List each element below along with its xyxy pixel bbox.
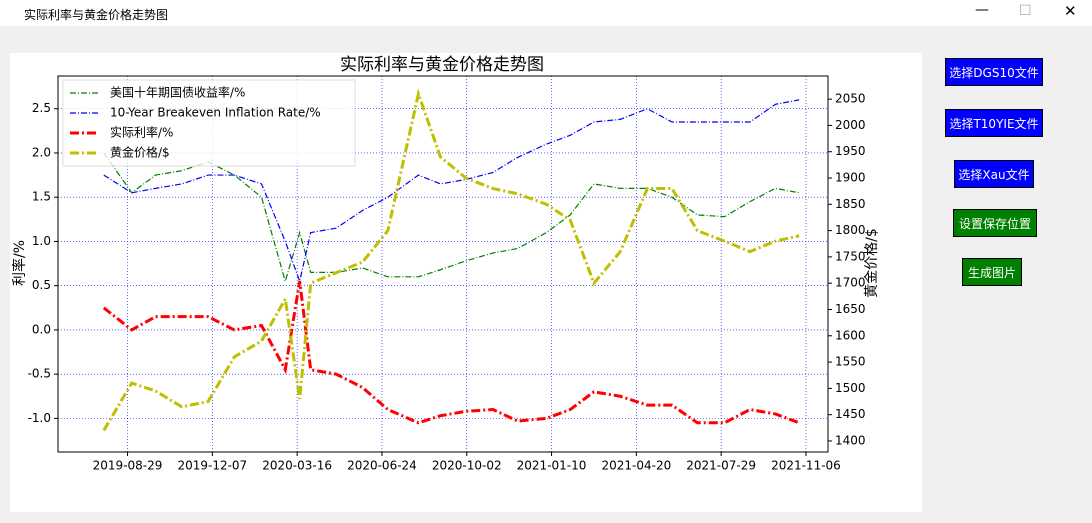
button[interactable]: 选择Xau文件 bbox=[954, 160, 1034, 188]
y2-tick-label: 1650 bbox=[835, 302, 866, 316]
y-axis-label: 利率/% bbox=[11, 240, 28, 286]
chart-title: 实际利率与黄金价格走势图 bbox=[340, 55, 544, 75]
button[interactable]: 选择T10YIE文件 bbox=[945, 109, 1043, 137]
y2-tick-label: 1900 bbox=[835, 171, 866, 185]
x-tick-label: 2019-08-29 bbox=[93, 459, 163, 473]
button[interactable]: 选择DGS10文件 bbox=[945, 58, 1043, 86]
legend-label: 黄金价格/$ bbox=[110, 145, 170, 160]
close[interactable]: ✕ bbox=[1064, 2, 1077, 20]
window-title: 实际利率与黄金价格走势图 bbox=[24, 8, 169, 22]
y-tick-label: 2.0 bbox=[32, 145, 51, 159]
chart: 实际利率与黄金价格走势图 利率/% 黄金价格/$ 2019-08-29 2019-… bbox=[10, 53, 922, 512]
y-tick-label: 2.5 bbox=[32, 101, 51, 115]
series-line bbox=[102, 281, 800, 425]
y2-tick-label: 1800 bbox=[835, 223, 866, 237]
y-tick-label: 1.0 bbox=[32, 234, 51, 248]
x-tick-label: 2021-11-06 bbox=[771, 459, 841, 473]
x-tick-label: 2019-12-07 bbox=[177, 459, 247, 473]
maximize[interactable]: ☐ bbox=[1019, 3, 1032, 19]
x-tick-label: 2020-03-16 bbox=[262, 459, 332, 473]
series-line bbox=[102, 88, 800, 432]
button[interactable]: 生成图片 bbox=[962, 258, 1022, 286]
y-tick-label: 0.5 bbox=[32, 278, 51, 292]
legend-label: 10-Year Breakeven Inflation Rate/% bbox=[110, 106, 321, 120]
axes-frame bbox=[57, 75, 829, 453]
y-tick-label: 0.0 bbox=[32, 322, 51, 336]
y2-tick-label: 1950 bbox=[835, 144, 866, 158]
legend: 美国十年期国债收益率/% 10-Year Breakeven Inflation … bbox=[62, 79, 356, 167]
legend-label: 美国十年期国债收益率/% bbox=[110, 85, 245, 100]
x-tick-label: 2020-06-24 bbox=[347, 459, 417, 473]
y2-tick-label: 1550 bbox=[835, 355, 866, 369]
y2-tick-label: 2000 bbox=[835, 118, 866, 132]
y2-tick-label: 1750 bbox=[835, 249, 866, 263]
y2-tick-label: 1500 bbox=[835, 381, 866, 395]
legend-label: 实际利率/% bbox=[110, 125, 173, 140]
y2-tick-label: 2050 bbox=[835, 92, 866, 106]
series-line bbox=[103, 99, 800, 284]
title-bar: 实际利率与黄金价格走势图 — ☐ ✕ bbox=[0, 0, 1092, 26]
y-tick-label: 1.5 bbox=[32, 190, 51, 204]
y2-tick-label: 1600 bbox=[835, 328, 866, 342]
y2-tick-label: 1450 bbox=[835, 407, 866, 421]
series-line bbox=[103, 152, 800, 284]
x-tick-label: 2021-01-10 bbox=[517, 459, 587, 473]
x-tick-label: 2021-04-20 bbox=[601, 459, 671, 473]
x-tick-label: 2020-10-02 bbox=[432, 459, 502, 473]
minimize[interactable]: — bbox=[975, 2, 989, 18]
y2-axis-label: 黄金价格/$ bbox=[863, 228, 880, 298]
y-tick-label: -1.0 bbox=[28, 411, 51, 425]
x-tick-label: 2021-07-29 bbox=[686, 459, 756, 473]
button[interactable]: 设置保存位置 bbox=[953, 209, 1037, 237]
legend-box bbox=[62, 79, 356, 167]
y2-tick-label: 1850 bbox=[835, 197, 866, 211]
y2-tick-label: 1700 bbox=[835, 276, 866, 290]
y2-tick-label: 1400 bbox=[835, 433, 866, 447]
y-tick-label: -0.5 bbox=[28, 367, 51, 381]
